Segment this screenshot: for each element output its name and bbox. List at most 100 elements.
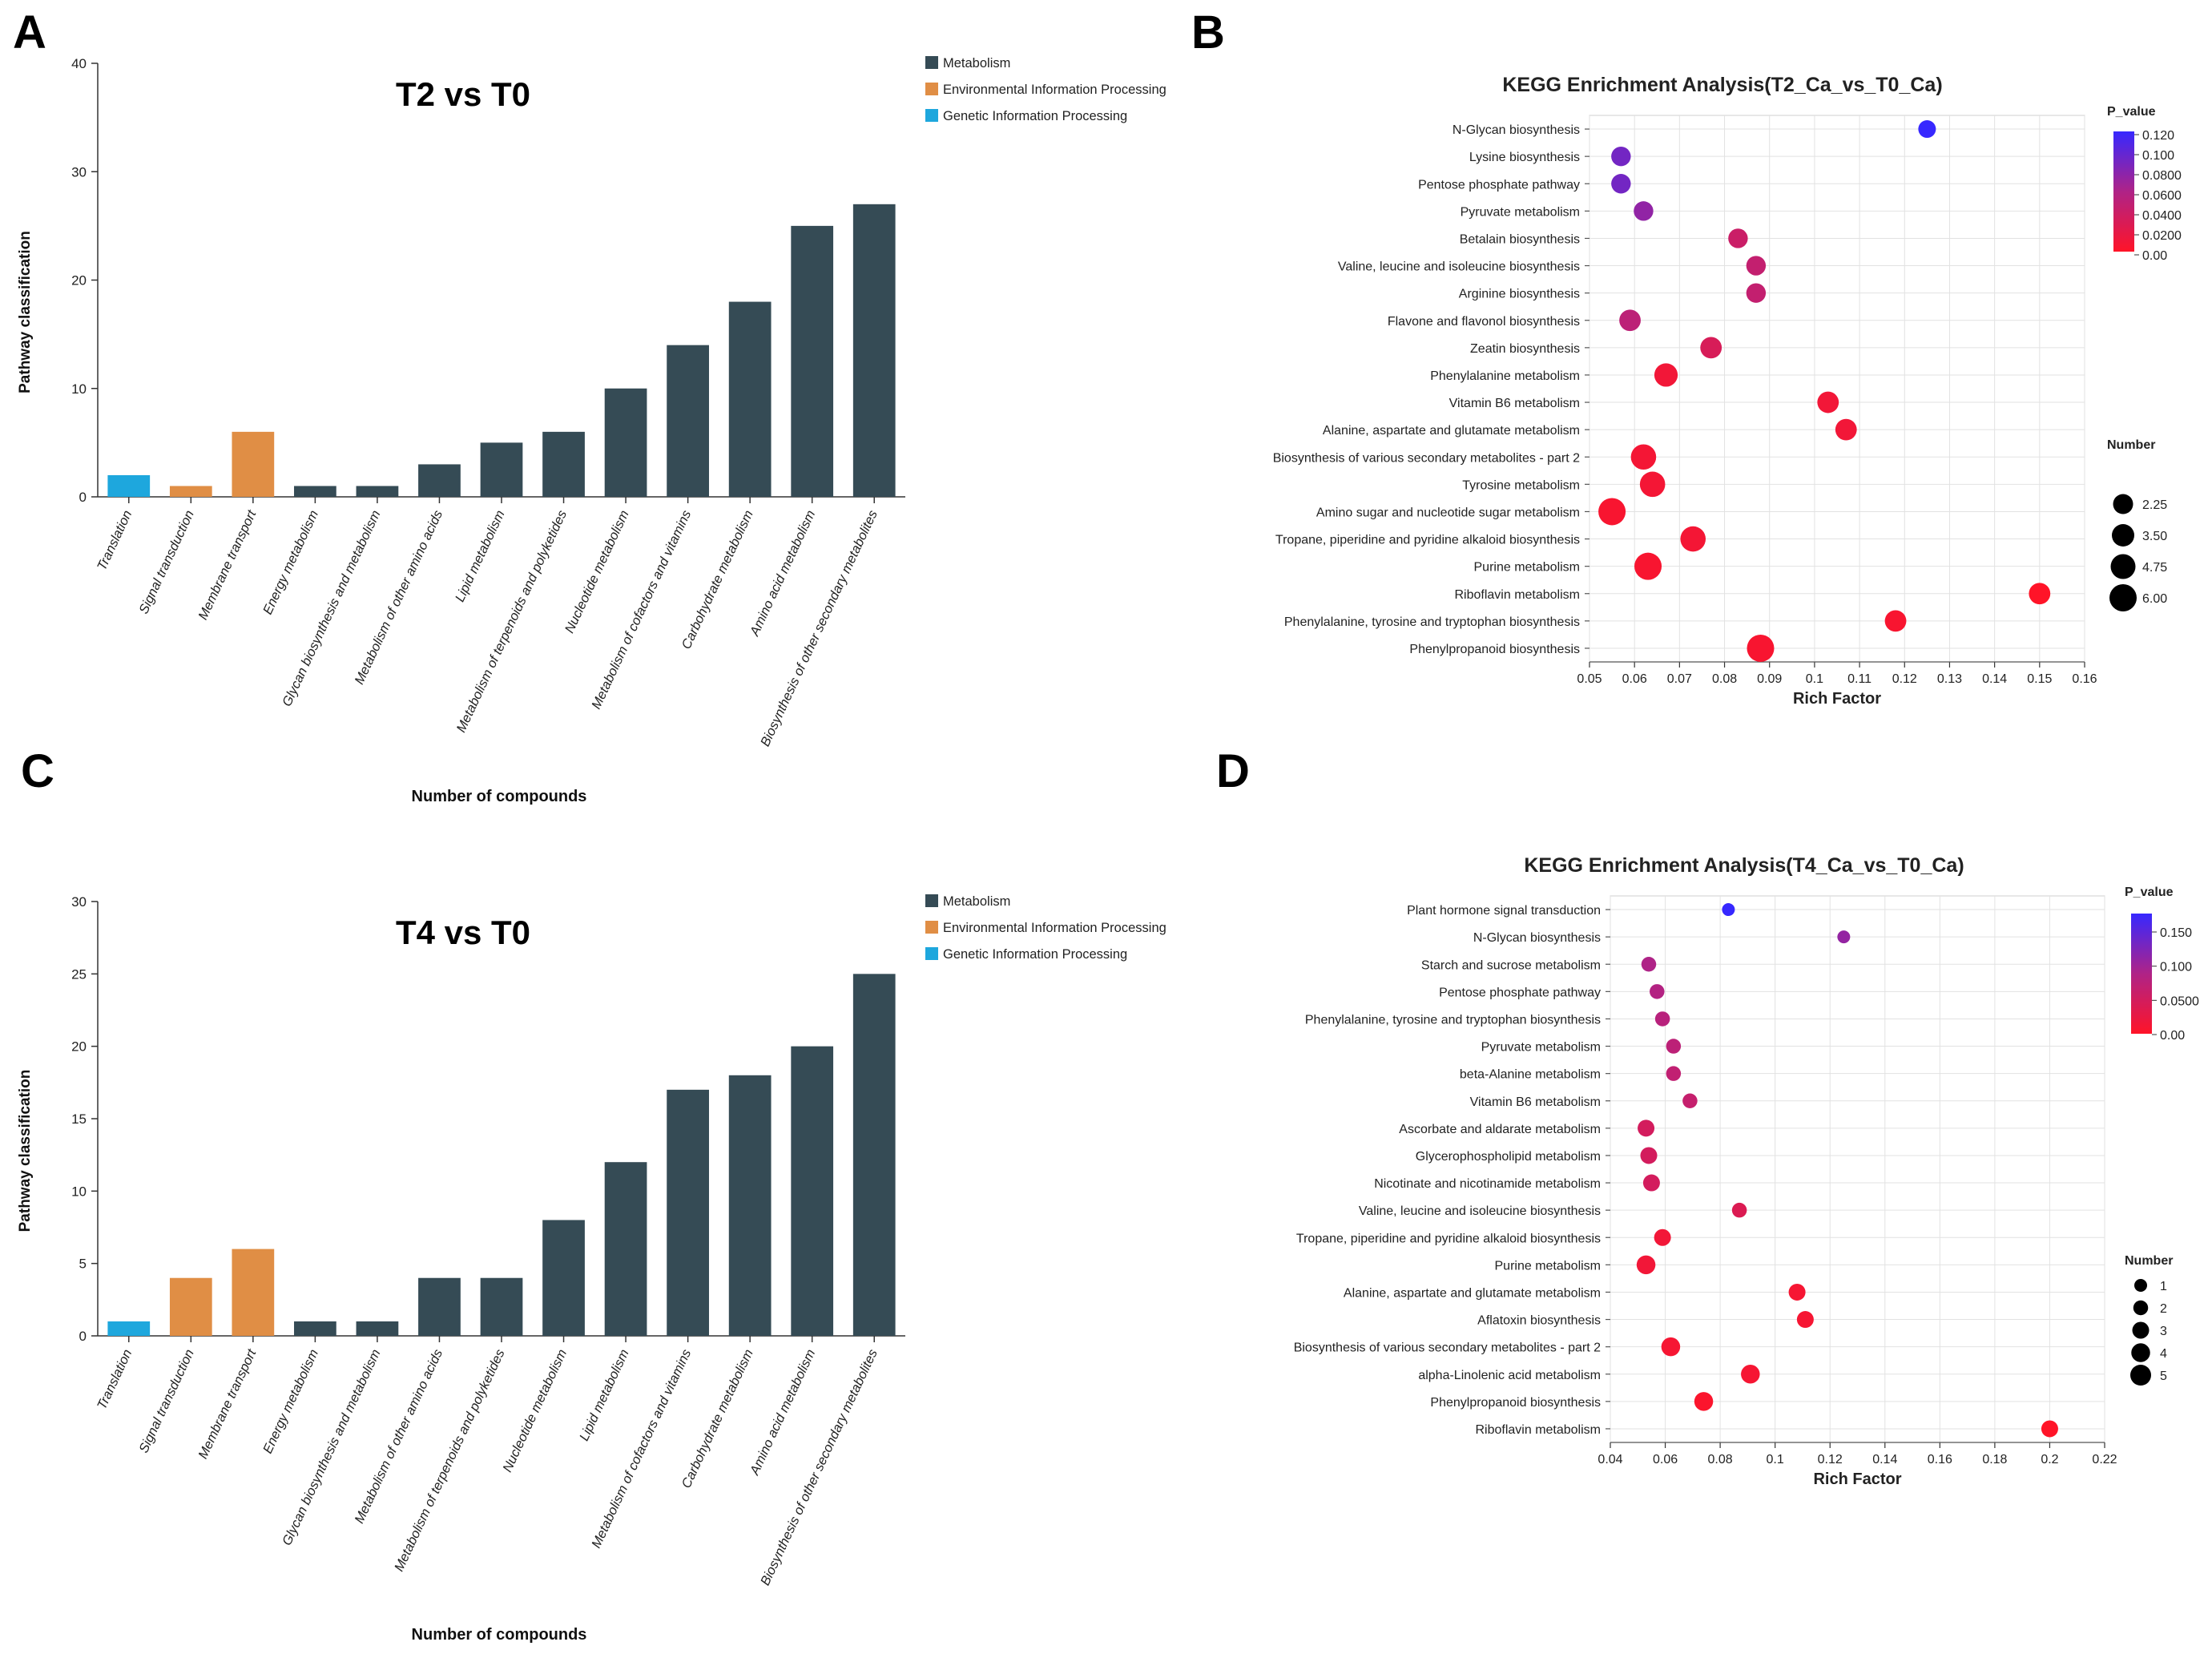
bubble-purine-metabolism [1634,552,1662,580]
color-legend-label: 0.00 [2142,249,2167,263]
y-tick-label: 25 [71,966,87,982]
bubble-n-glycan-biosynthesis [1918,120,1936,139]
x-tick-label: Lipid metabolism [577,1347,632,1443]
x-tick-label: Metabolism of terpenoids and polyketides [392,1347,508,1574]
size-legend-label: 2 [2160,1302,2167,1316]
bar-carbohydrate-metabolism [728,1075,772,1336]
legend-swatch-genetic-information-processing [925,947,938,960]
x-tick-label: Carbohydrate metabolism [679,1347,756,1491]
size-legend-dot [2109,584,2137,611]
pathway-label: beta-Alanine metabolism [1460,1068,1601,1082]
size-legend-dot [2131,1343,2150,1362]
bubble-valine-leucine-and-isoleucine-biosynthesis [1746,256,1767,276]
pathway-label: Phenylalanine, tyrosine and tryptophan b… [1305,1013,1601,1027]
bubble-pyruvate-metabolism [1634,201,1654,221]
pathway-label: Biosynthesis of various secondary metabo… [1273,451,1580,465]
x-tick-label: 0.04 [1598,1453,1622,1466]
size-legend-dot [2132,1321,2150,1339]
x-tick-label: Nucleotide metabolism [562,508,632,635]
bar-translation [107,1321,151,1336]
x-tick-label: Biosynthesis of other secondary metaboli… [758,508,880,748]
bubble-arginine-biosynthesis [1746,283,1767,303]
bar-lipid-metabolism [604,1162,647,1336]
x-axis-label: Rich Factor [1793,690,1881,708]
y-tick-label: 20 [71,1039,87,1055]
bubble-ascorbate-and-aldarate-metabolism [1638,1119,1655,1137]
color-legend-title: P_value [2125,885,2174,899]
x-tick-label: 0.1 [1806,672,1823,686]
bar-metabolism-of-cofactors-and-vitamins [667,1089,709,1336]
color-legend-label: 0.0600 [2142,189,2182,203]
bar-signal-transduction [169,486,212,497]
x-tick-label: Metabolism of terpenoids and polyketides [454,508,570,735]
pathway-label: Betalain biosynthesis [1460,232,1580,246]
bar-metabolism-of-other-amino-acids [418,1277,461,1336]
size-legend-label: 4 [2160,1347,2167,1361]
bubble-chart-t2-kegg: KEGG Enrichment Analysis(T2_Ca_vs_T0_Ca)… [1273,74,2182,708]
pathway-label: Ascorbate and aldarate metabolism [1399,1123,1601,1136]
x-tick-label: 0.06 [1653,1453,1678,1466]
bubble-alanine-aspartate-and-glutamate-metabolism [1835,418,1857,441]
bubble-lysine-biosynthesis [1611,146,1631,167]
bar-translation [107,474,151,497]
pathway-label: Amino sugar and nucleotide sugar metabol… [1316,506,1580,519]
bar-energy-metabolism [294,1321,336,1336]
legend-swatch-metabolism [925,894,938,907]
bar-biosynthesis-of-other-secondary-metabolites [852,204,896,497]
x-axis-label: Number of compounds [412,788,587,805]
size-legend-label: 1 [2160,1280,2167,1293]
x-tick-label: 0.22 [2092,1453,2117,1466]
pathway-label: Starch and sucrose metabolism [1421,958,1601,972]
legend-label-environmental-information-processing: Environmental Information Processing [943,921,1166,935]
legend-swatch-environmental-information-processing [925,83,938,95]
x-tick-label: 0.08 [1712,672,1737,686]
bubble-pyruvate-metabolism [1666,1039,1682,1054]
color-legend-label: 0.100 [2160,961,2192,974]
pathway-label: Plant hormone signal transduction [1407,904,1601,918]
bar-glycan-biosynthesis-and-metabolism [356,1321,399,1336]
chart-title: KEGG Enrichment Analysis(T2_Ca_vs_T0_Ca) [1502,74,1942,96]
size-legend-label: 6.00 [2142,592,2167,606]
bubble-tyrosine-metabolism [1639,471,1666,498]
size-legend-dot [2113,494,2133,514]
bubble-n-glycan-biosynthesis [1837,930,1851,944]
chart-title: KEGG Enrichment Analysis(T4_Ca_vs_T0_Ca) [1524,854,1964,877]
size-legend-label: 3 [2160,1325,2167,1338]
pathway-label: Tropane, piperidine and pyridine alkaloi… [1296,1232,1601,1245]
x-tick-label: Lipid metabolism [453,508,508,604]
bar-chart-t2-vs-t0: T2 vs T0 0 10 20 30 40 Pathway classification N… [17,56,1166,805]
bar-chart-t4-vs-t0: T4 vs T0 0 5 10 15 20 25 30 Pathway classificati… [17,894,1166,1644]
bubble-flavone-and-flavonol-biosynthesis [1619,309,1641,332]
pathway-label: Glycerophospholipid metabolism [1416,1150,1601,1164]
x-tick-label: Biosynthesis of other secondary metaboli… [758,1347,880,1587]
pathway-label: Lysine biosynthesis [1469,151,1580,164]
bubble-valine-leucine-and-isoleucine-biosynthesis [1731,1202,1747,1218]
legend-label-metabolism: Metabolism [943,56,1010,71]
bubble-vitamin-b6-metabolism [1817,391,1839,414]
bubble-purine-metabolism [1636,1255,1656,1275]
y-tick-label: 30 [71,894,87,910]
bar-membrane-transport [232,431,275,497]
pathway-label: Vitamin B6 metabolism [1470,1095,1601,1109]
bubble-phenylalanine-tyrosine-and-tryptophan-biosynthesis [1884,610,1907,632]
x-tick-label: 0.16 [1928,1453,1952,1466]
x-tick-label: 0.06 [1622,672,1647,686]
pathway-label: Pentose phosphate pathway [1418,178,1580,192]
y-tick-label: 15 [71,1111,87,1127]
size-legend-title: Number [2107,438,2155,452]
bubble-vitamin-b6-metabolism [1682,1093,1698,1108]
pathway-label: Zeatin biosynthesis [1470,342,1580,356]
y-tick-label: 0 [79,1329,87,1344]
y-axis-label: Pathway classification [17,231,34,393]
bar-carbohydrate-metabolism [728,301,772,497]
plot-area [1589,115,2085,663]
y-tick-label: 40 [71,56,87,71]
color-legend-label: 0.150 [2160,926,2192,940]
x-tick-label: 0.05 [1577,672,1602,686]
bar-metabolism-of-terpenoids-and-polyketides [542,431,585,497]
size-legend-label: 5 [2160,1370,2167,1383]
bar-amino-acid-metabolism [791,225,834,497]
bar-amino-acid-metabolism [791,1046,834,1336]
x-tick-label: Energy metabolism [260,1347,321,1456]
